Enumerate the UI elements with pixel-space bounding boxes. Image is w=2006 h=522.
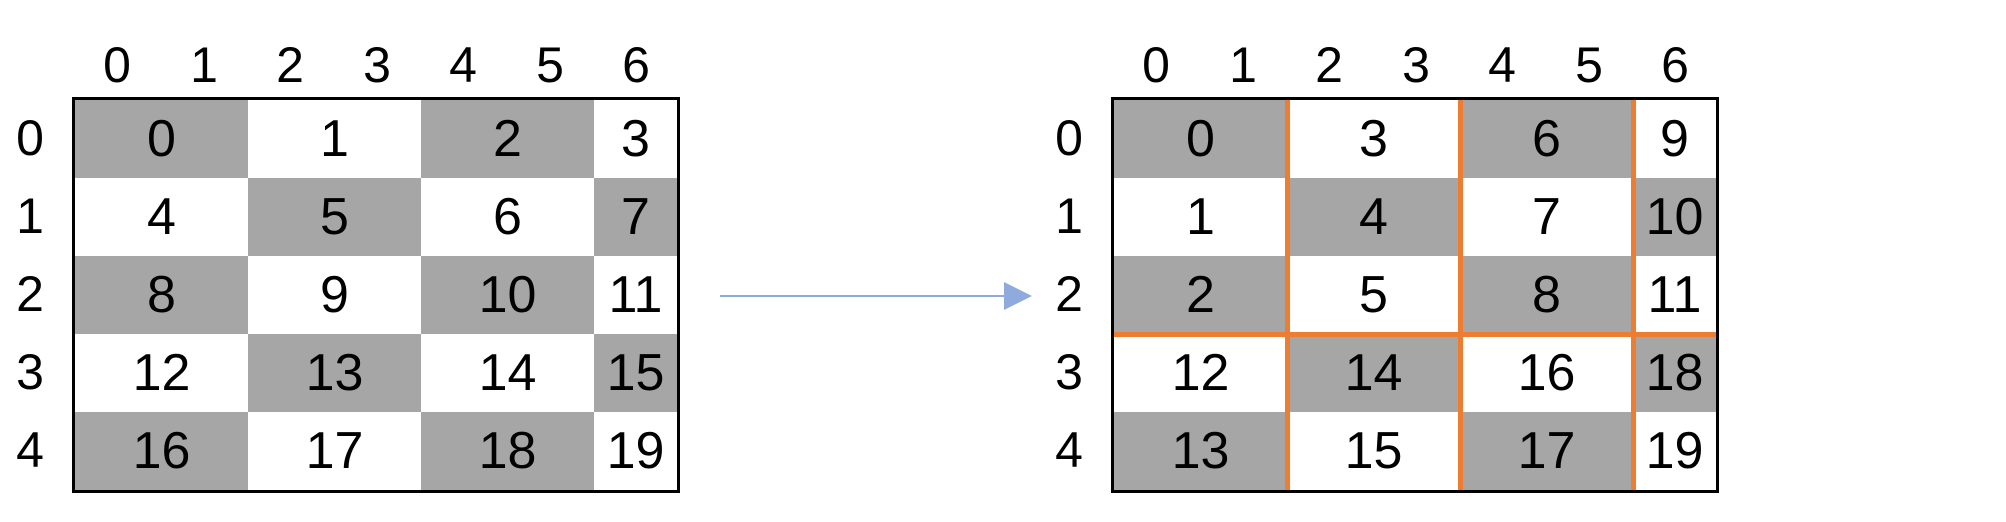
right-grid-cell: 9 — [1633, 100, 1716, 178]
right-grid-cell: 1 — [1114, 178, 1287, 256]
right-column-label: 2 — [1315, 37, 1343, 93]
right-grid-cell: 10 — [1633, 178, 1716, 256]
right-grid-cell: 15 — [1287, 412, 1460, 490]
left-grid-cell: 12 — [75, 334, 248, 412]
left-grid-cell: 18 — [421, 412, 594, 490]
right-row-label: 1 — [1055, 188, 1083, 244]
right-grid-cell: 16 — [1460, 334, 1633, 412]
block-divider-vertical — [1630, 100, 1636, 490]
left-row-label: 1 — [16, 188, 44, 244]
right-grid-cell: 4 — [1287, 178, 1460, 256]
left-grid-cell: 3 — [594, 100, 677, 178]
right-grid-cell: 3 — [1287, 100, 1460, 178]
left-grid-cell: 19 — [594, 412, 677, 490]
right-grid-cell: 0 — [1114, 100, 1287, 178]
left-column-label: 4 — [449, 37, 477, 93]
right-grid: 0 3 6 9 1 4 7 10 2 5 8 11 12 14 16 18 13 15 17 19 — [1111, 97, 1719, 493]
right-column-label: 3 — [1402, 37, 1430, 93]
right-grid-cell: 11 — [1633, 256, 1716, 334]
right-column-label: 6 — [1661, 37, 1689, 93]
left-column-label: 2 — [276, 37, 304, 93]
right-grid-cell: 8 — [1460, 256, 1633, 334]
right-column-label: 5 — [1575, 37, 1603, 93]
right-grid-cell: 7 — [1460, 178, 1633, 256]
right-grid-cell: 17 — [1460, 412, 1633, 490]
right-row-label: 3 — [1055, 344, 1083, 400]
right-grid-cell: 14 — [1287, 334, 1460, 412]
left-grid-cell: 4 — [75, 178, 248, 256]
right-column-label: 1 — [1229, 37, 1257, 93]
right-grid-cell: 19 — [1633, 412, 1716, 490]
left-grid-cell: 0 — [75, 100, 248, 178]
left-grid-cell: 15 — [594, 334, 677, 412]
left-column-label: 3 — [363, 37, 391, 93]
left-grid-cell: 16 — [75, 412, 248, 490]
right-grid-cell: 5 — [1287, 256, 1460, 334]
left-row-label: 0 — [16, 110, 44, 166]
right-row-label: 4 — [1055, 422, 1083, 478]
right-row-label: 0 — [1055, 110, 1083, 166]
right-grid-cell: 6 — [1460, 100, 1633, 178]
left-row-label: 4 — [16, 422, 44, 478]
left-column-label: 1 — [190, 37, 218, 93]
left-grid-cell: 10 — [421, 256, 594, 334]
right-grid-cell: 2 — [1114, 256, 1287, 334]
left-grid-cell: 8 — [75, 256, 248, 334]
block-divider-horizontal — [1114, 331, 1716, 337]
right-arrow-icon — [720, 282, 1032, 310]
left-grid-cell: 1 — [248, 100, 421, 178]
left-grid-cell: 11 — [594, 256, 677, 334]
left-grid: 0 1 2 3 4 5 6 7 8 9 10 11 12 13 14 15 16 17 18 19 — [72, 97, 680, 493]
left-grid-cell: 7 — [594, 178, 677, 256]
block-divider-vertical — [1284, 100, 1290, 490]
right-column-label: 4 — [1488, 37, 1516, 93]
left-row-label: 3 — [16, 344, 44, 400]
left-grid-cell: 2 — [421, 100, 594, 178]
left-column-label: 5 — [536, 37, 564, 93]
right-row-label: 2 — [1055, 266, 1083, 322]
left-column-label: 0 — [103, 37, 131, 93]
left-grid-cell: 13 — [248, 334, 421, 412]
left-grid-cell: 9 — [248, 256, 421, 334]
left-column-label: 6 — [622, 37, 650, 93]
right-column-label: 0 — [1142, 37, 1170, 93]
right-grid-cell: 18 — [1633, 334, 1716, 412]
left-grid-cell: 5 — [248, 178, 421, 256]
right-grid-cell: 13 — [1114, 412, 1287, 490]
block-divider-vertical — [1457, 100, 1463, 490]
left-grid-cell: 17 — [248, 412, 421, 490]
left-grid-cell: 6 — [421, 178, 594, 256]
right-grid-cell: 12 — [1114, 334, 1287, 412]
left-grid-cell: 14 — [421, 334, 594, 412]
left-row-label: 2 — [16, 266, 44, 322]
